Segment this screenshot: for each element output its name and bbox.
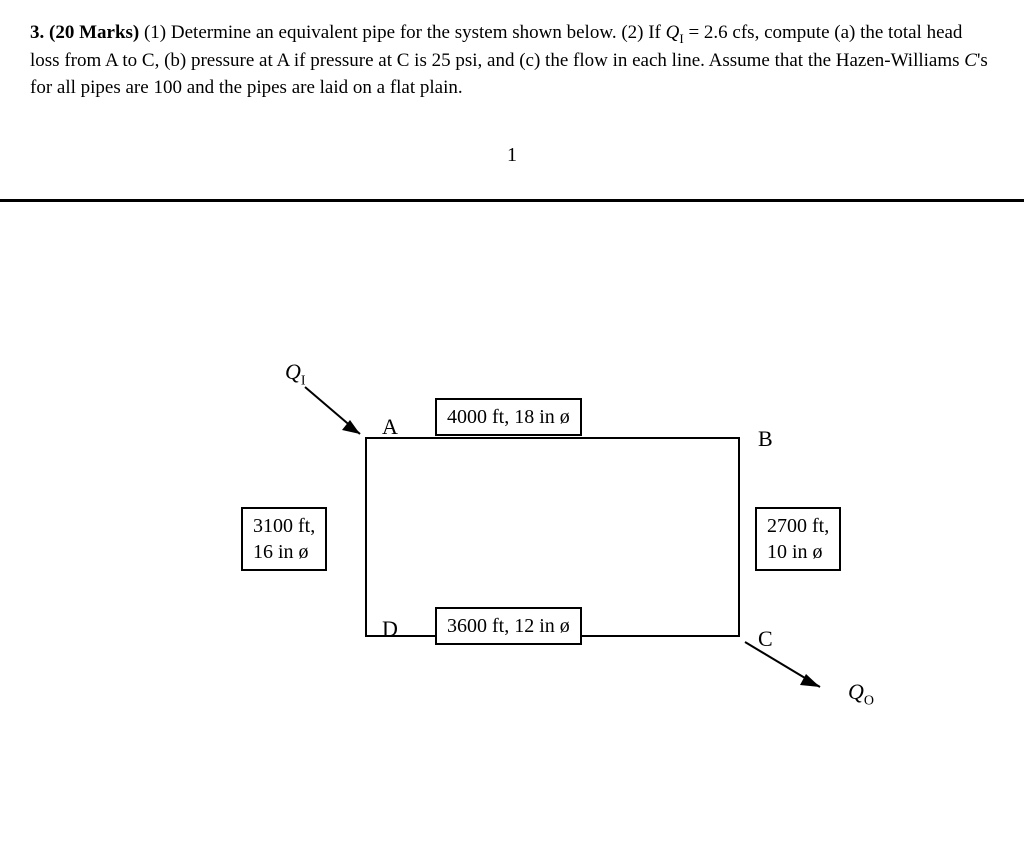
pipe-ab-label: 4000 ft, 18 in ø — [435, 398, 582, 436]
pipe-ad-length: 3100 ft, — [253, 515, 315, 537]
node-a-label: A — [382, 412, 398, 443]
pipe-bc-length: 2700 ft, — [767, 515, 829, 537]
page-number: 1 — [30, 141, 994, 169]
pipe-ad-label: 3100 ft, 16 in ø — [241, 507, 327, 571]
c-symbol: C — [964, 50, 977, 71]
pipe-dc-diameter: 12 in ø — [514, 615, 570, 637]
inlet-arrow-icon — [300, 382, 380, 452]
pipe-diagram: A B C D 4000 ft, 18 in ø 3100 ft, 16 in … — [30, 342, 994, 842]
node-b-label: B — [758, 424, 773, 455]
node-d-label: D — [382, 614, 398, 645]
outlet-arrow-icon — [740, 637, 840, 707]
pipe-dc-length: 3600 ft, — [447, 615, 509, 637]
pipe-dc-label: 3600 ft, 12 in ø — [435, 607, 582, 645]
pipe-ab-diameter: 18 in ø — [514, 406, 570, 428]
pipe-bc-label: 2700 ft, 10 in ø — [755, 507, 841, 571]
problem-statement: 3. (20 Marks) (1) Determine an equivalen… — [30, 20, 994, 101]
pipe-ad-diameter: 16 in ø — [253, 541, 309, 563]
problem-number: 3. — [30, 22, 44, 43]
q-symbol: Q — [666, 22, 680, 43]
problem-marks: (20 Marks) — [49, 22, 139, 43]
pipe-bc-diameter: 10 in ø — [767, 541, 823, 563]
q-value: = 2.6 cfs, — [684, 22, 760, 43]
separator-line — [0, 199, 1024, 202]
outlet-flow-label: QO — [848, 677, 874, 711]
pipe-ab-length: 4000 ft, — [447, 406, 509, 428]
problem-text-1: (1) Determine an equivalent pipe for the… — [144, 22, 666, 43]
